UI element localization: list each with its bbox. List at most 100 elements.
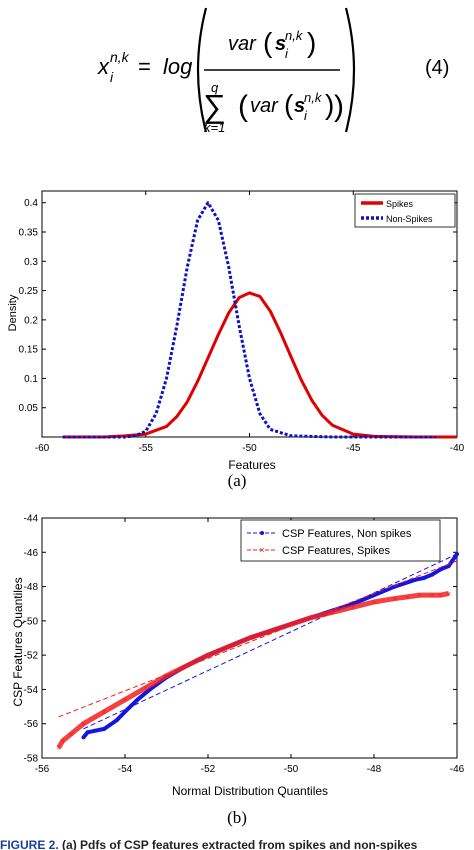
eq-lhs-sup: n,k [110,49,130,65]
qq-point-non-spikes [430,572,435,577]
qq-point-spikes: × [102,708,107,717]
qq-point-non-spikes [93,728,98,733]
eq-lhs-sub: i [110,69,114,85]
figure-caption-label: FIGURE 2. [0,838,59,850]
eq-den-s-sub: i [304,108,308,123]
eq-sum-upper: q [211,80,219,95]
qq-x-tick-label: -52 [201,764,216,775]
qq-point-non-spikes [413,577,418,582]
qq-plot-frame [41,517,458,759]
eq-num-s-sup: n,k [285,28,304,43]
qq-reference-line-non-spikes [83,553,458,730]
qq-point-non-spikes [85,730,90,735]
density-chart: -60 -55 -50 -45 -40 0.05 0.1 0.15 0.2 0.25 0.3 0.35… [7,190,465,472]
qq-legend-nonspikes-marker [260,531,264,535]
qq-y-tick-label: -44 [24,514,39,525]
eq-num-rparen: ) [307,27,316,58]
qq-plot: -56 -54 -52 -50 -48 -46-58-56-54-52-50-48-46-… [11,514,465,799]
density-line-non-spikes [62,201,437,439]
qq-point-spikes: × [438,591,443,600]
density-legend: Spikes Non-Spikes [354,193,456,228]
qq-point-spikes: × [417,591,422,600]
qq-point-non-spikes [81,735,86,740]
qq-plot-series: ×××××××××××××××××× × × × × × × [56,552,459,753]
eq-number: (4) [425,57,449,79]
eq-num-s-sub: i [285,46,289,61]
qq-point-spikes: × [289,620,294,629]
qq-x-tick-label: -46 [450,764,465,775]
qq-legend-spikes-label: CSP Features, Spikes [282,545,391,557]
eq-sum-sign: ∑ [203,88,226,124]
qq-quantile-curve-non-spikes [81,552,459,739]
equation-4: x n,k i = log var ( s n,k i ) q ∑ k=1 ( … [97,7,449,135]
qq-point-spikes: × [247,634,252,643]
density-y-tick-label: 0.05 [19,403,39,414]
eq-den-inner-lparen: ( [284,89,294,120]
density-y-tick-label: 0.2 [24,315,38,326]
qq-point-spikes: × [143,684,148,693]
density-y-tick-label: 0.1 [24,374,38,385]
qq-point-spikes: × [268,627,273,636]
density-x-tick-label: -40 [450,443,465,454]
eq-big-paren-left [196,7,208,133]
density-chart-axes [41,190,458,438]
eq-num-var: var [228,33,257,55]
qq-plot-axes [41,517,458,759]
qq-point-spikes: × [372,598,377,607]
qq-point-spikes: × [56,744,61,753]
qq-point-non-spikes [135,697,140,702]
qq-legend: CSP Features, Non spikes × CSP Features,… [240,519,441,562]
qq-point-non-spikes [438,567,443,572]
qq-point-non-spikes [123,709,127,714]
figure-a-letter: (a) [227,471,247,490]
density-x-tick-label: -50 [242,443,257,454]
density-x-axis-label: Features [228,458,275,472]
density-chart-series [62,201,457,439]
qq-point-non-spikes [455,552,459,556]
qq-point-non-spikes [421,576,426,580]
eq-den-s-sup: n,k [304,90,323,105]
qq-point-spikes: × [81,720,86,729]
qq-point-spikes: × [123,696,128,705]
density-y-tick-label: 0.4 [24,198,38,209]
eq-den-lparen: ( [238,90,248,123]
qq-y-tick-label: -56 [24,719,39,730]
qq-y-tick-label: -54 [24,685,39,696]
qq-x-axis-label: Normal Distribution Quantiles [172,784,328,798]
eq-lhs-base: x [97,54,110,79]
density-y-tick-label: 0.35 [19,228,39,239]
figure-caption: FIGURE 2. (a) Pdfs of CSP features extra… [0,838,474,850]
density-y-tick-label: 0.25 [19,286,39,297]
qq-legend-box [240,519,441,562]
qq-point-spikes: × [351,603,356,612]
qq-legend-nonspikes-label: CSP Features, Non spikes [282,528,412,540]
qq-point-non-spikes [102,726,107,731]
density-y-tick-label: 0.3 [24,257,38,268]
qq-y-tick-label: -48 [24,582,39,593]
qq-point-spikes: × [69,730,74,739]
qq-point-non-spikes [114,718,119,723]
eq-den-inner-rparen: ) [325,89,334,120]
qq-point-spikes: × [60,737,65,746]
density-line-spikes [62,291,457,439]
eq-num-s: s [275,33,286,55]
eq-big-paren-right [344,7,356,133]
qq-point-non-spikes [392,584,397,589]
density-legend-nonspikes-label: Non-Spikes [386,214,433,224]
qq-point-spikes: × [185,661,190,670]
qq-point-spikes: × [309,613,314,622]
qq-quantile-curve-spikes [56,590,450,750]
qq-x-tick-label: -56 [35,764,50,775]
eq-den-var: var [250,95,279,117]
qq-y-tick-label: -50 [24,616,39,627]
density-y-tick-label: 0.15 [19,345,39,356]
qq-y-tick-label: -52 [24,651,39,662]
density-y-axis-label: Density [7,294,19,331]
qq-x-tick-label: -50 [284,764,299,775]
density-chart-ticks: -60 -55 -50 -45 -40 0.05 0.1 0.15 0.2 0.25 0.3 0.35… [19,191,465,454]
figure-b-letter: (b) [227,808,247,827]
qq-y-axis-label: CSP Features Quantiles [11,577,25,706]
eq-log: log [163,54,193,79]
density-legend-box [354,193,456,228]
eq-equals: = [138,54,151,79]
